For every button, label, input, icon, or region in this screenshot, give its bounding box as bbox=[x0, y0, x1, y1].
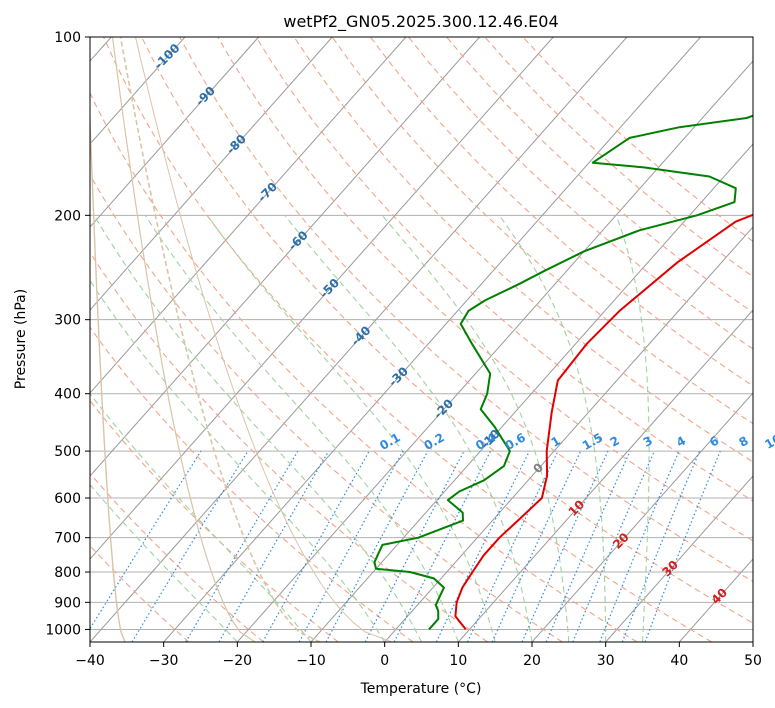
plot-frame bbox=[89, 36, 754, 643]
dry-adiabat-120 bbox=[408, 37, 753, 350]
dry-adiabat-100 bbox=[331, 37, 753, 425]
dry-adiabats bbox=[90, 37, 753, 642]
isotherm--40 bbox=[90, 37, 628, 642]
y-axis-ticks: 100 200 300 400 500 600 700 800 900 1000 bbox=[45, 30, 90, 638]
x-tick-label: 30 bbox=[597, 653, 615, 669]
dry-adiabat-80 bbox=[255, 37, 753, 502]
y-tick-label: 300 bbox=[54, 313, 81, 329]
x-tick-label: 20 bbox=[523, 653, 541, 669]
dry-adiabat-110 bbox=[369, 37, 753, 387]
y-tick-label: 500 bbox=[54, 444, 81, 460]
isotherm--30 bbox=[163, 37, 701, 642]
dry-adiabat-20 bbox=[90, 173, 563, 642]
isotherm--20 bbox=[236, 60, 753, 642]
isotherm--100 bbox=[90, 37, 186, 145]
y-tick-label: 600 bbox=[54, 491, 81, 507]
x-axis-ticks: −40 −30 −20 −10 0 10 20 30 40 50 bbox=[75, 642, 762, 669]
mixing-ratio-line-25 bbox=[599, 450, 680, 642]
dry-adiabat-70 bbox=[217, 37, 753, 542]
y-tick-label: 100 bbox=[54, 30, 81, 46]
isotherm--90 bbox=[90, 37, 259, 228]
y-tick-label: 400 bbox=[54, 387, 81, 403]
skewed-isotherms bbox=[90, 37, 753, 642]
moist-adiabat-0 bbox=[90, 279, 386, 642]
mixing-ratio-lines bbox=[90, 450, 721, 642]
x-tick-label: −10 bbox=[296, 653, 326, 669]
y-tick-label: 800 bbox=[54, 565, 81, 581]
isotherm-0 bbox=[384, 226, 753, 642]
moist-adiabat-25 bbox=[381, 214, 570, 642]
mixing-ratio-line-1.5 bbox=[298, 450, 404, 642]
x-tick-label: −40 bbox=[75, 653, 105, 669]
isotherm-20 bbox=[531, 392, 753, 642]
isotherm--80 bbox=[90, 37, 333, 311]
x-tick-label: −30 bbox=[149, 653, 179, 669]
y-tick-label: 700 bbox=[54, 531, 81, 547]
dry-adiabat-30 bbox=[90, 91, 638, 642]
x-tick-label: 50 bbox=[744, 653, 762, 669]
y-tick-label: 200 bbox=[54, 208, 81, 224]
mixing-ratio-line-36 bbox=[644, 450, 721, 642]
mixing-ratio-line-0.2 bbox=[131, 450, 249, 642]
dry-adiabat--20 bbox=[90, 472, 264, 642]
dry-adiabat-40 bbox=[102, 37, 712, 642]
dry-adiabat-10 bbox=[90, 251, 488, 642]
mixing-ratio-line-20 bbox=[572, 450, 655, 642]
moist-adiabat-5 bbox=[93, 215, 422, 642]
moist-adiabat-30 bbox=[498, 214, 607, 642]
dewpoint-line bbox=[373, 114, 753, 631]
dry-adiabat-90 bbox=[293, 37, 753, 463]
reference-curve-3 bbox=[119, 37, 321, 642]
mixing-ratio-line-4 bbox=[393, 450, 492, 642]
mixing-ratio-line-1 bbox=[262, 450, 370, 642]
mixing-ratio-line-2 bbox=[325, 450, 429, 642]
plot-area bbox=[90, 37, 753, 642]
reference-curve-1 bbox=[111, 37, 256, 642]
dry-adiabat--30 bbox=[90, 544, 190, 642]
moist-adiabat--10 bbox=[90, 392, 312, 642]
moist-adiabat--20 bbox=[90, 483, 238, 642]
dry-adiabat-60 bbox=[179, 37, 753, 583]
x-tick-label: 10 bbox=[449, 653, 467, 669]
y-tick-label: 900 bbox=[54, 595, 81, 611]
isotherm--70 bbox=[90, 37, 407, 394]
isotherm-10 bbox=[457, 309, 753, 642]
dry-adiabat-50 bbox=[141, 37, 753, 624]
x-axis-label: Temperature (°C) bbox=[360, 681, 482, 697]
moist-adiabat-10 bbox=[144, 214, 459, 642]
dry-adiabat-0 bbox=[90, 326, 414, 642]
moist-adiabats bbox=[90, 214, 650, 642]
y-axis-label: Pressure (hPa) bbox=[13, 289, 29, 389]
reference-curves bbox=[90, 37, 393, 642]
reference-curve-2 bbox=[135, 37, 393, 642]
x-tick-label: 0 bbox=[380, 653, 389, 669]
mixing-ratio-line-16 bbox=[545, 450, 631, 642]
reference-curve-0 bbox=[90, 102, 126, 642]
isotherm--60 bbox=[90, 37, 480, 477]
sounding-series bbox=[373, 114, 753, 631]
moist-adiabat-15 bbox=[206, 214, 496, 642]
x-tick-label: −20 bbox=[223, 653, 253, 669]
moist-adiabat-35 bbox=[615, 215, 650, 642]
mixing-ratio-line-30 bbox=[621, 450, 701, 642]
x-tick-label: 40 bbox=[670, 653, 688, 669]
isotherm-30 bbox=[605, 475, 753, 642]
y-tick-label: 1000 bbox=[45, 622, 81, 638]
moist-adiabat-20 bbox=[284, 214, 533, 642]
temperature-line bbox=[454, 213, 753, 631]
isotherm--50 bbox=[90, 37, 554, 560]
mixing-ratio-line-13 bbox=[521, 450, 609, 642]
chart-title: wetPf2_GN05.2025.300.12.46.E04 bbox=[283, 12, 558, 32]
dry-adiabat--10 bbox=[90, 399, 339, 642]
